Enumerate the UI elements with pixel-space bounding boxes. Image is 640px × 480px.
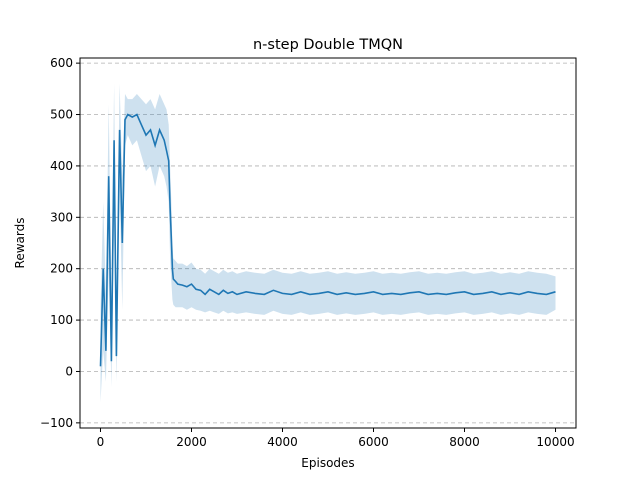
y-tick-label: 600 [50,56,73,70]
x-axis-label: Episodes [301,456,354,470]
y-tick-label: 300 [50,210,73,224]
y-axis-ticks: −100 0 100 200 300 400 500 600 [40,56,80,430]
x-tick-label: 4000 [267,435,298,449]
confidence-band [100,83,556,403]
gridlines [80,62,576,424]
plot-frame [79,57,577,429]
y-tick-label: 0 [65,364,73,378]
y-tick-label: 100 [50,313,73,327]
x-tick-label: 0 [97,435,105,449]
x-axis-ticks: 0 2000 4000 6000 8000 10000 [97,428,575,449]
y-tick-label: −100 [40,416,73,430]
x-tick-label: 10000 [536,435,574,449]
y-tick-label: 500 [50,108,73,122]
chart-title: n-step Double TMQN [253,37,403,53]
y-tick-label: 400 [50,159,73,173]
reward-line [99,113,556,367]
x-tick-label: 2000 [176,435,207,449]
x-tick-label: 6000 [358,435,389,449]
y-tick-label: 200 [50,262,73,276]
x-tick-label: 8000 [449,435,480,449]
y-axis-label: Rewards [13,218,27,269]
